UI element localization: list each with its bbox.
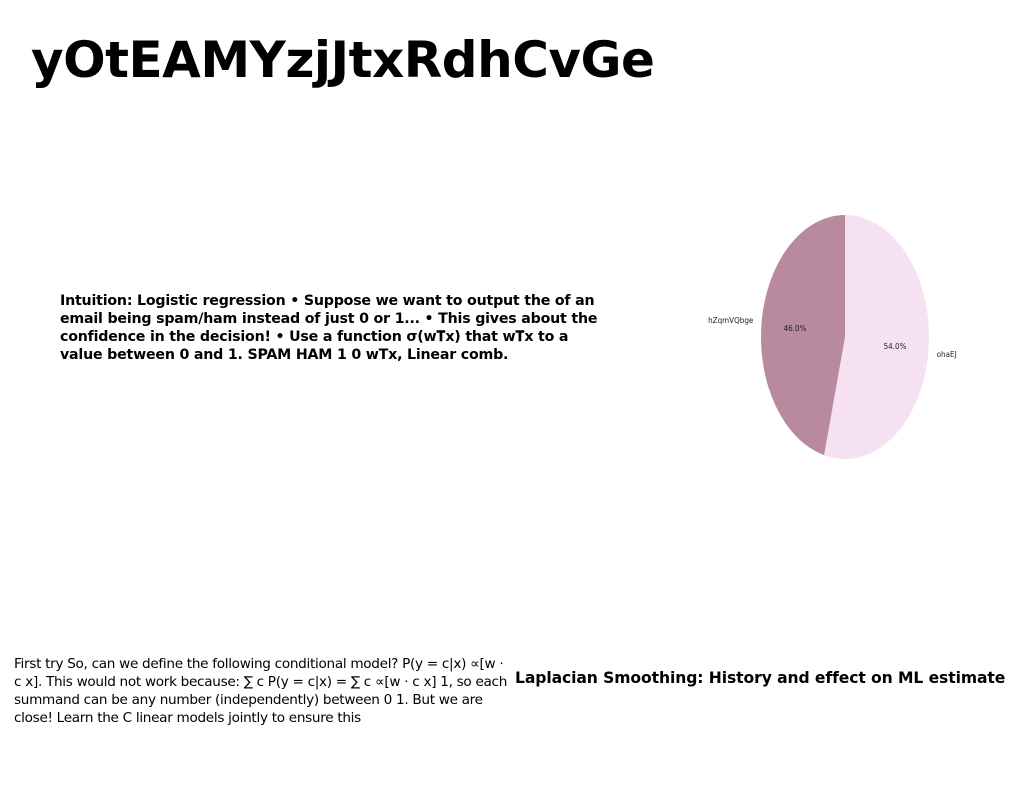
pie-pct-label-1: 46.0% [784,324,807,333]
intuition-text: Intuition: Logistic regression • Suppose… [60,293,598,363]
pie-category-label-0: ohaEJ [937,350,957,359]
pie-labels: 54.0% ohaEJ 46.0% hZqmVQbge [708,316,957,359]
laplacian-heading: Laplacian Smoothing: History and effect … [515,669,1006,687]
slide-title: yOtEAMYzjJtxRdhCvGe [31,31,655,89]
first-try-text: First try So, can we define the followin… [14,656,508,726]
pie-slices [761,215,930,459]
pie-slice-0 [824,215,930,459]
pie-chart: 54.0% ohaEJ 46.0% hZqmVQbge [708,215,957,459]
pie-category-label-1: hZqmVQbge [708,316,754,325]
pie-slice-1 [761,215,845,456]
pie-pct-label-0: 54.0% [884,342,907,351]
